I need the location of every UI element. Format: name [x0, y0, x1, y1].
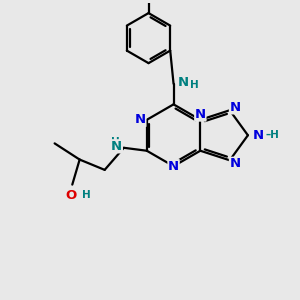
Text: N: N: [230, 101, 241, 114]
Text: N: N: [135, 113, 146, 126]
Text: N: N: [178, 76, 189, 89]
Text: H: H: [111, 137, 119, 148]
Text: H: H: [82, 190, 91, 200]
Text: H: H: [190, 80, 199, 90]
Text: N: N: [253, 129, 264, 142]
Text: N: N: [195, 108, 206, 121]
Text: N: N: [168, 160, 179, 173]
Text: N: N: [230, 157, 241, 170]
Text: O: O: [65, 189, 76, 202]
Text: N: N: [111, 140, 122, 153]
Text: –H: –H: [266, 130, 279, 140]
